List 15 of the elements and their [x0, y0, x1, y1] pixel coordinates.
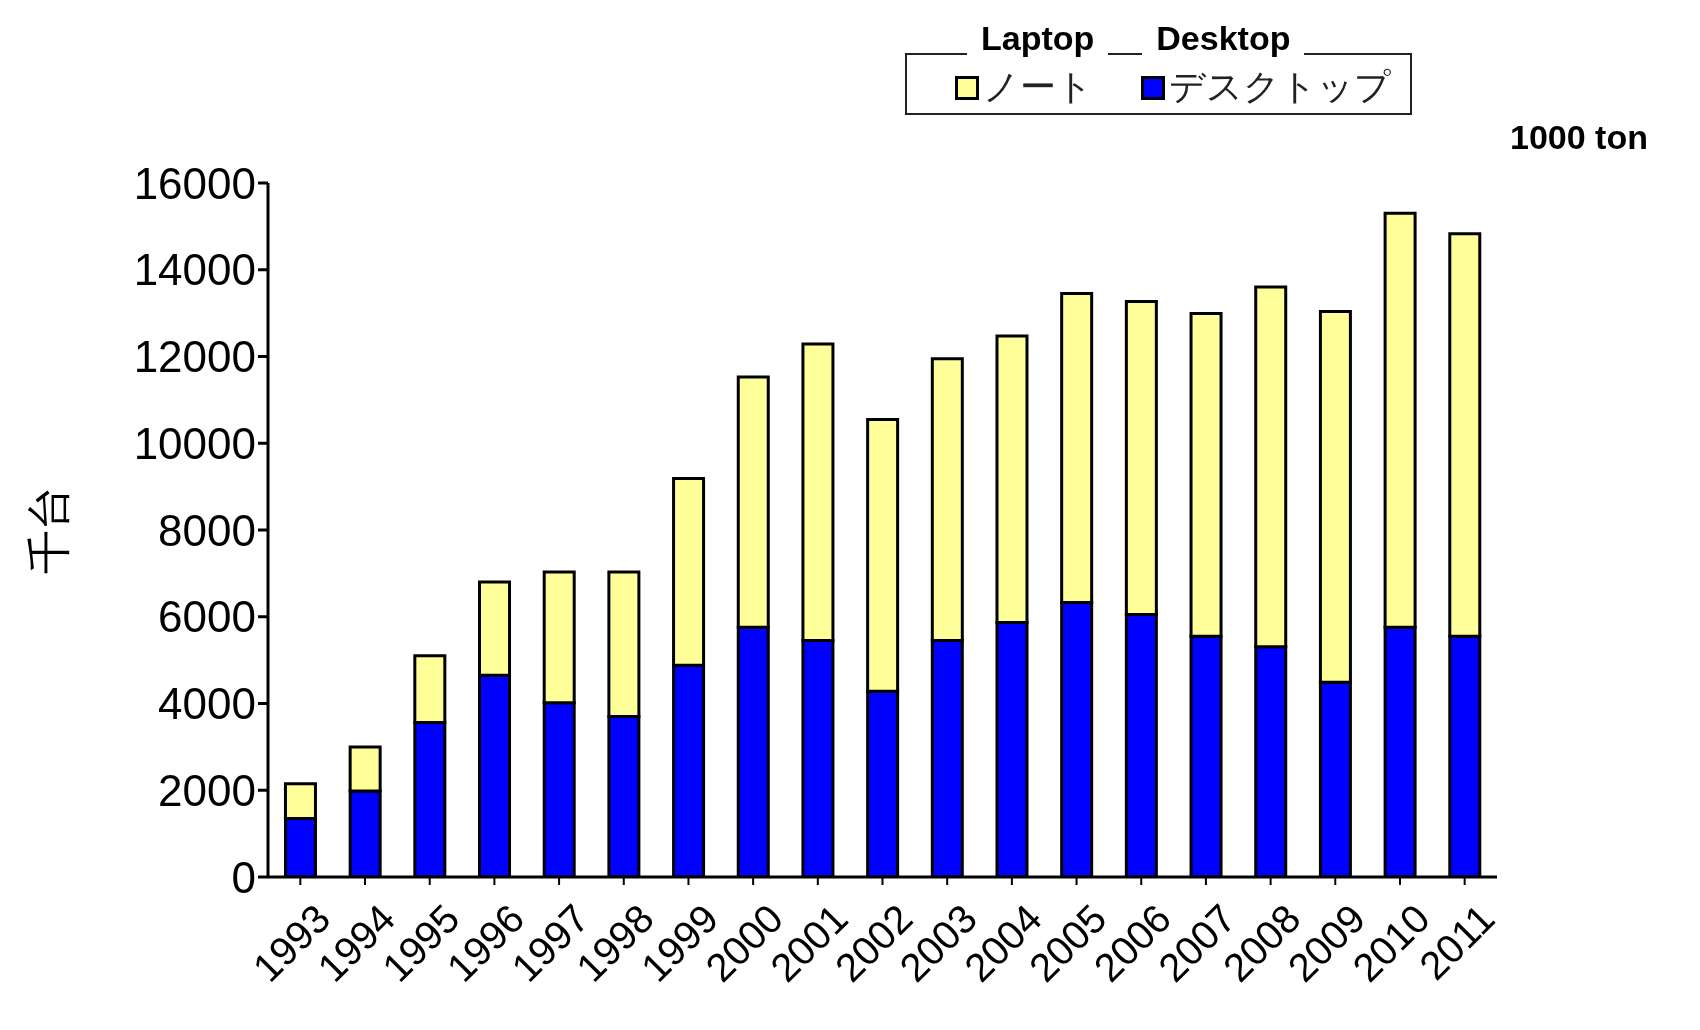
y-tick-label: 8000 [158, 505, 256, 555]
y-tick-label: 6000 [158, 592, 256, 642]
text: Laptop [967, 19, 1109, 58]
text: Desktop [1142, 19, 1305, 58]
y-tick-label: 0 [231, 852, 256, 902]
y-tick-label: 4000 [158, 679, 256, 729]
y-tick-label: 16000 [133, 158, 256, 208]
text: 1000 ton [1510, 118, 1648, 157]
y-tick-label: 10000 [133, 418, 256, 468]
y-axis-title: 千台 [23, 486, 73, 574]
y-tick-label: 2000 [158, 765, 256, 815]
y-tick-label: 14000 [133, 245, 256, 295]
y-tick-label: 12000 [133, 332, 256, 382]
legend-label: ノート [982, 65, 1093, 109]
legend-label: デスクトップ [1168, 65, 1391, 109]
